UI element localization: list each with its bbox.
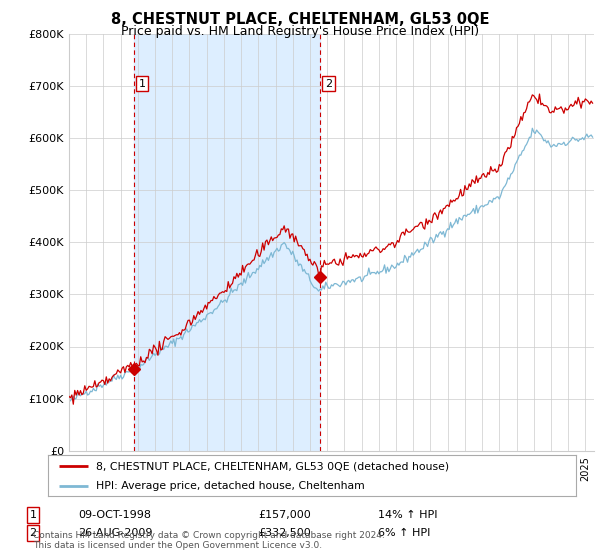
Text: £157,000: £157,000 [258,510,311,520]
Text: 2: 2 [325,78,332,88]
Text: 2: 2 [29,528,37,538]
Text: £332,500: £332,500 [258,528,311,538]
Text: 8, CHESTNUT PLACE, CHELTENHAM, GL53 0QE: 8, CHESTNUT PLACE, CHELTENHAM, GL53 0QE [111,12,489,27]
Bar [134,34,320,451]
Text: 6% ↑ HPI: 6% ↑ HPI [378,528,430,538]
Text: 1: 1 [29,510,37,520]
Text: HPI: Average price, detached house, Cheltenham: HPI: Average price, detached house, Chel… [95,480,364,491]
Text: 1: 1 [139,78,146,88]
Text: 8, CHESTNUT PLACE, CHELTENHAM, GL53 0QE (detached house): 8, CHESTNUT PLACE, CHELTENHAM, GL53 0QE … [95,461,449,471]
Text: 14% ↑ HPI: 14% ↑ HPI [378,510,437,520]
Text: 09-OCT-1998: 09-OCT-1998 [78,510,151,520]
Text: Price paid vs. HM Land Registry's House Price Index (HPI): Price paid vs. HM Land Registry's House … [121,25,479,38]
Text: 26-AUG-2009: 26-AUG-2009 [78,528,152,538]
Text: Contains HM Land Registry data © Crown copyright and database right 2024.
This d: Contains HM Land Registry data © Crown c… [33,530,385,550]
